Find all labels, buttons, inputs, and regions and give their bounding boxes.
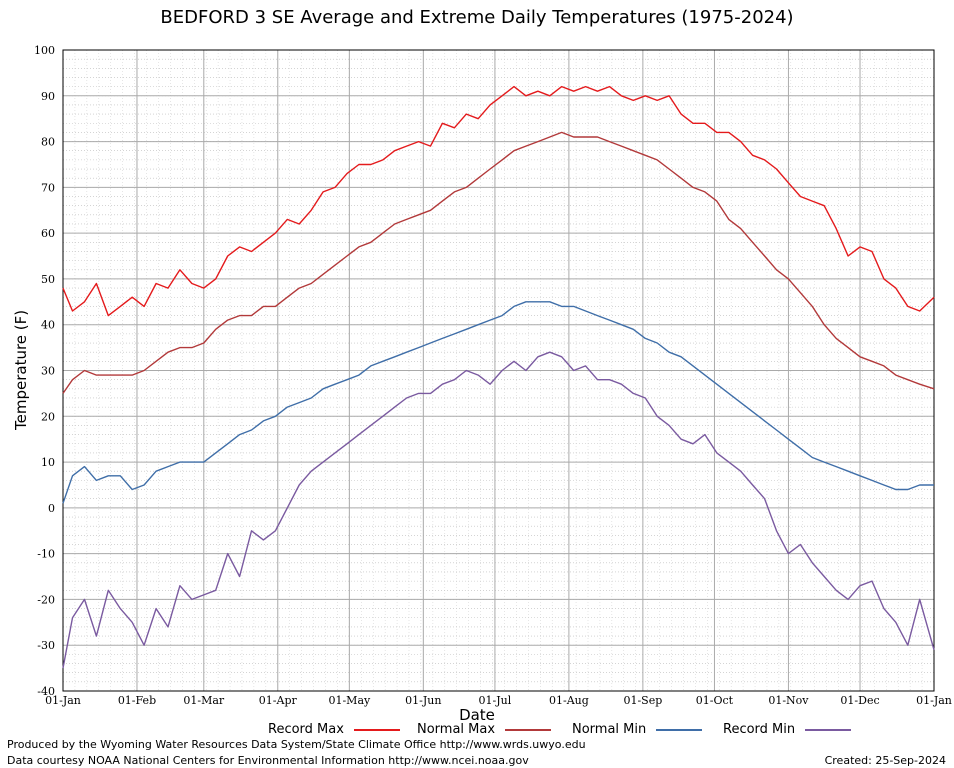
data-series bbox=[62, 85, 935, 669]
y-tick-label: 30 bbox=[41, 365, 55, 378]
x-tick-label: 01-Aug bbox=[549, 694, 589, 707]
y-tick-label: 80 bbox=[41, 136, 55, 149]
y-axis-ticks: -40 -30 -20 -10 0 10 20 30 40 50 60 70 80 90 100 bbox=[34, 44, 55, 698]
chart-title: BEDFORD 3 SE Average and Extreme Daily T… bbox=[160, 7, 794, 28]
x-tick-label: 01-Dec bbox=[840, 694, 879, 707]
x-tick-label: 01-Mar bbox=[183, 694, 225, 707]
x-tick-label: 01-Oct bbox=[696, 694, 734, 707]
legend-label: Normal Max bbox=[417, 722, 496, 737]
y-tick-label: -30 bbox=[37, 639, 55, 652]
legend-swatch-record-min bbox=[805, 728, 852, 731]
x-tick-label: 01-Sep bbox=[623, 694, 662, 707]
x-axis-label: Date bbox=[459, 706, 495, 724]
y-tick-label: -10 bbox=[37, 548, 55, 561]
footer-source: Data courtesy NOAA National Centers for … bbox=[7, 754, 529, 767]
y-tick-label: 70 bbox=[41, 181, 55, 194]
x-tick-label: 01-Nov bbox=[768, 694, 809, 707]
y-tick-label: 50 bbox=[41, 273, 55, 286]
legend-item-record-max: Record Max bbox=[268, 722, 401, 737]
footer-created: Created: 25-Sep-2024 bbox=[824, 754, 946, 767]
legend-label: Record Max bbox=[268, 722, 344, 737]
series-line-normal-max bbox=[62, 131, 935, 394]
legend-label: Record Min bbox=[723, 722, 796, 737]
x-tick-label: 01-Jan bbox=[916, 694, 952, 707]
y-tick-label: 0 bbox=[48, 502, 55, 515]
x-axis-ticks: 01-Jan 01-Feb 01-Mar 01-Apr 01-May 01-Jun 01-J… bbox=[45, 694, 952, 707]
y-tick-label: -40 bbox=[37, 685, 55, 698]
y-tick-label: 40 bbox=[41, 319, 55, 332]
x-tick-label: 01-May bbox=[328, 694, 371, 707]
legend-swatch-record-max bbox=[354, 728, 401, 731]
plot-frame bbox=[62, 49, 935, 692]
y-tick-label: -20 bbox=[37, 593, 55, 606]
y-tick-label: 90 bbox=[41, 90, 55, 103]
footer-producer: Produced by the Wyoming Water Resources … bbox=[7, 738, 586, 751]
y-tick-label: 20 bbox=[41, 410, 55, 423]
legend-swatch-normal-min bbox=[656, 728, 703, 731]
y-tick-label: 60 bbox=[41, 227, 55, 240]
y-tick-label: 10 bbox=[41, 456, 55, 469]
series-line-normal-min bbox=[62, 301, 934, 504]
legend-item-normal-min: Normal Min bbox=[572, 722, 703, 737]
series-line-record-min bbox=[62, 351, 935, 669]
x-tick-label: 01-Jul bbox=[479, 694, 512, 707]
y-tick-label: 100 bbox=[34, 44, 55, 57]
legend-item-record-min: Record Min bbox=[723, 722, 852, 737]
legend-item-normal-max: Normal Max bbox=[417, 722, 552, 737]
major-grid bbox=[62, 49, 935, 692]
x-tick-label: 01-Apr bbox=[259, 694, 298, 707]
x-tick-label: 01-Jan bbox=[45, 694, 81, 707]
legend-label: Normal Min bbox=[572, 722, 647, 737]
x-tick-label: 01-Jun bbox=[405, 694, 441, 707]
legend-swatch-normal-max bbox=[505, 728, 552, 731]
x-tick-label: 01-Feb bbox=[118, 694, 156, 707]
y-axis-label: Temperature (F) bbox=[12, 309, 30, 430]
series-line-record-max bbox=[62, 85, 935, 317]
